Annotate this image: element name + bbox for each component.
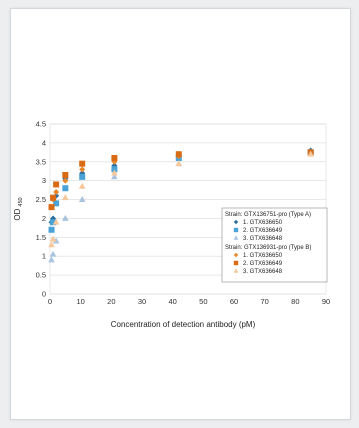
- legend-entry: 1. GTX636650: [243, 253, 283, 259]
- x-tick-label: 90: [322, 297, 330, 306]
- data-point: [52, 237, 60, 244]
- data-point: [62, 214, 69, 221]
- x-tick-label: 70: [260, 297, 268, 306]
- data-point: [175, 151, 182, 158]
- legend-entry: 2. GTX636649: [243, 261, 283, 267]
- x-tick-labels: 0 10 20 30 40 50 60 70 80 90: [48, 297, 330, 306]
- x-tick-label: 40: [168, 297, 176, 306]
- legend-marker: [233, 260, 239, 266]
- data-point: [79, 173, 86, 180]
- x-tick-label: 0: [48, 297, 52, 306]
- data-point: [79, 166, 86, 173]
- data-point: [175, 160, 183, 167]
- data-point: [62, 177, 69, 184]
- data-point: [48, 256, 55, 263]
- y-axis-label: OD 450: [13, 197, 24, 220]
- data-point: [111, 169, 118, 176]
- data-point: [111, 166, 118, 173]
- legend-entry: 2. GTX636649: [243, 228, 283, 234]
- legend-marker: [233, 219, 239, 225]
- data-point: [49, 235, 57, 242]
- data-point: [62, 185, 69, 192]
- data-point: [53, 189, 60, 195]
- data-point: [48, 204, 55, 211]
- data-point: [49, 250, 57, 257]
- x-tick-label: 60: [230, 297, 238, 306]
- y-tick-label: 0.5: [36, 271, 46, 280]
- data-point: [53, 181, 60, 188]
- y-axis-label-main: OD: [13, 208, 22, 220]
- legend-entry: 3. GTX636648: [243, 269, 283, 275]
- data-point: [52, 218, 60, 225]
- data-point: [48, 241, 55, 248]
- data-point: [307, 150, 314, 157]
- x-tick-label: 50: [199, 297, 207, 306]
- legend-marker: [233, 235, 239, 240]
- y-tick-label: 4.5: [36, 120, 46, 129]
- y-tick-label: 4: [42, 138, 46, 147]
- data-point: [78, 195, 86, 202]
- x-tick-label: 80: [291, 297, 299, 306]
- legend-heading: Strain: GTX136931-pro (Type B): [225, 245, 311, 251]
- x-tick-label: 30: [138, 297, 146, 306]
- x-tick-label: 10: [76, 297, 84, 306]
- data-point: [111, 155, 118, 161]
- data-point: [79, 160, 86, 167]
- legend-box: [221, 207, 328, 283]
- y-tick-label: 1.5: [36, 233, 46, 242]
- data-point: [62, 194, 69, 201]
- data-points: [48, 147, 314, 263]
- legend-heading: Strain: GTX136751-pro (Type A): [225, 212, 311, 218]
- y-tick-labels: 0 0.5 1 1.5 2 2.5 3 3.5 4 4.5: [36, 120, 46, 299]
- legend-marker: [233, 252, 239, 258]
- y-tick-label: 2.5: [36, 195, 46, 204]
- data-point: [111, 173, 118, 180]
- legend-entry: 3. GTX636648: [243, 236, 283, 242]
- data-point: [53, 200, 60, 207]
- legend: Strain: GTX136751-pro (Type A) 1. GTX6366…: [221, 207, 328, 283]
- x-axis-label: Concentration of detection antibody (pM): [111, 320, 256, 329]
- data-point: [50, 219, 57, 226]
- data-point: [50, 194, 57, 201]
- y-axis-label-subscript: 450: [18, 197, 24, 206]
- legend-marker: [233, 268, 239, 273]
- y-tick-label: 3: [42, 176, 46, 185]
- data-point: [78, 182, 86, 189]
- y-tick-label: 2: [42, 214, 46, 223]
- legend-entry: 1. GTX636650: [243, 220, 283, 226]
- y-tick-label: 0: [42, 290, 46, 299]
- data-point: [48, 226, 55, 233]
- x-tick-label: 20: [107, 297, 115, 306]
- y-tick-label: 1: [42, 252, 46, 261]
- y-tick-label: 3.5: [36, 157, 46, 166]
- data-point: [62, 172, 69, 178]
- legend-marker: [233, 227, 239, 233]
